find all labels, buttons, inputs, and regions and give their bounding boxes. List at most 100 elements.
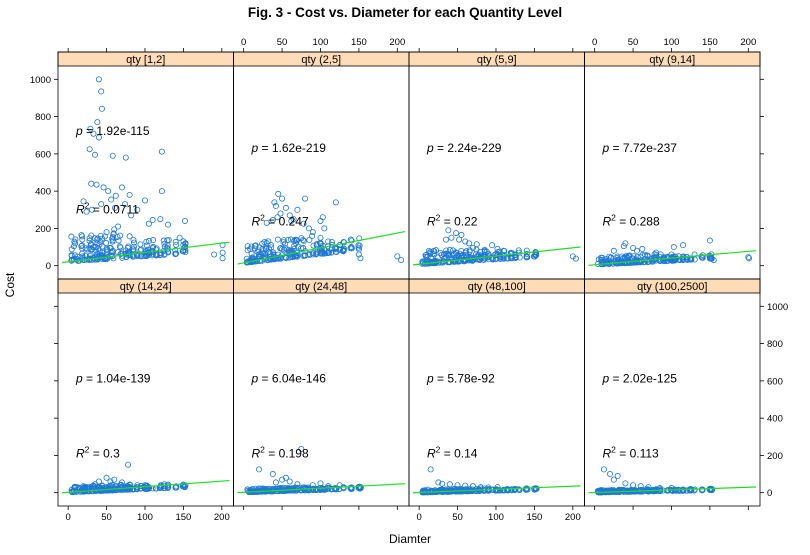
data-point <box>158 148 165 155</box>
data-point <box>272 479 279 486</box>
data-point <box>456 236 463 243</box>
data-point <box>219 255 226 262</box>
data-point <box>280 237 287 244</box>
data-point <box>255 247 262 254</box>
data-point <box>259 250 266 257</box>
p-value-annotation: p = 7.72e-237 <box>602 141 678 155</box>
data-point <box>458 231 465 238</box>
data-point <box>74 253 81 260</box>
data-point <box>706 237 713 244</box>
data-point <box>616 487 623 494</box>
x-tick-label: 200 <box>565 512 581 523</box>
data-point <box>141 197 148 204</box>
data-point <box>79 242 86 249</box>
data-point <box>90 130 97 137</box>
data-point <box>683 487 690 494</box>
data-point <box>71 238 78 245</box>
x-tick-label: 0 <box>65 512 70 523</box>
panel-strip-label: qty (24,48] <box>295 281 347 293</box>
data-point <box>300 220 307 227</box>
data-point <box>607 471 614 478</box>
data-point <box>112 192 119 199</box>
data-point <box>633 247 640 254</box>
data-point <box>516 486 523 493</box>
data-point <box>133 252 140 259</box>
data-point <box>523 254 530 261</box>
panel-border <box>584 278 761 507</box>
data-point <box>680 487 687 494</box>
data-point <box>317 217 324 224</box>
x-tick-label: 50 <box>277 37 288 48</box>
data-point <box>256 466 263 473</box>
x-tick-label: 0 <box>416 512 421 523</box>
data-point <box>82 484 89 491</box>
p-value-annotation: p = 2.02e-125 <box>602 372 678 386</box>
data-point <box>137 241 144 248</box>
data-point <box>158 188 165 195</box>
data-point <box>269 471 276 478</box>
data-point <box>276 485 283 492</box>
data-point <box>336 482 343 489</box>
data-point <box>79 245 86 252</box>
x-axis-label: Diamter <box>389 532 431 546</box>
r-squared-annotation: R2 = 0.22 <box>427 213 478 229</box>
data-point <box>348 244 355 251</box>
data-point <box>262 245 269 252</box>
data-point <box>489 242 496 249</box>
data-point <box>161 243 168 250</box>
data-point <box>454 482 461 489</box>
data-point <box>309 229 316 236</box>
data-point <box>143 238 150 245</box>
data-point <box>134 251 141 258</box>
panel-plot-area <box>61 461 230 496</box>
data-point <box>274 485 281 492</box>
data-point <box>619 253 626 260</box>
p-value-annotation: p = 5.78e-92 <box>426 372 495 386</box>
data-point <box>277 210 284 217</box>
data-point <box>125 461 132 468</box>
data-point <box>293 237 300 244</box>
data-point <box>475 256 482 263</box>
data-point <box>114 233 121 240</box>
data-point <box>98 88 105 95</box>
data-point <box>317 250 324 257</box>
panel-plot-area <box>588 237 757 268</box>
regression-line <box>237 230 406 265</box>
data-point <box>80 198 87 205</box>
data-point <box>504 486 511 493</box>
data-point <box>288 217 295 224</box>
data-point <box>126 191 133 198</box>
data-point <box>165 221 172 228</box>
data-point <box>141 482 148 489</box>
data-point <box>469 244 476 251</box>
x-tick-label: 150 <box>526 512 542 523</box>
data-point <box>92 247 99 254</box>
x-tick-label: 50 <box>452 512 463 523</box>
r-squared-annotation: R2 = 0.113 <box>603 444 660 460</box>
data-point <box>259 257 266 264</box>
data-point <box>310 242 317 249</box>
x-tick-label: 100 <box>488 512 504 523</box>
data-point <box>285 236 292 243</box>
panel-plot-area <box>588 466 757 496</box>
data-point <box>68 233 75 240</box>
r-squared-annotation: R2 = 0.288 <box>603 213 660 229</box>
data-point <box>481 246 488 253</box>
data-point <box>99 249 106 256</box>
data-point <box>448 234 455 241</box>
data-point <box>130 236 137 243</box>
data-point <box>398 257 405 264</box>
x-tick-label: 50 <box>628 37 639 48</box>
data-point <box>107 483 114 490</box>
data-point <box>107 478 114 485</box>
r-squared-annotation: R2 = 0.3 <box>76 444 120 460</box>
data-point <box>148 247 155 254</box>
data-point <box>172 250 179 257</box>
data-point <box>104 255 111 262</box>
data-point <box>622 240 629 247</box>
data-point <box>130 486 137 493</box>
data-point <box>247 246 254 253</box>
data-point <box>746 255 753 262</box>
data-point <box>88 180 95 187</box>
data-point <box>572 255 579 262</box>
